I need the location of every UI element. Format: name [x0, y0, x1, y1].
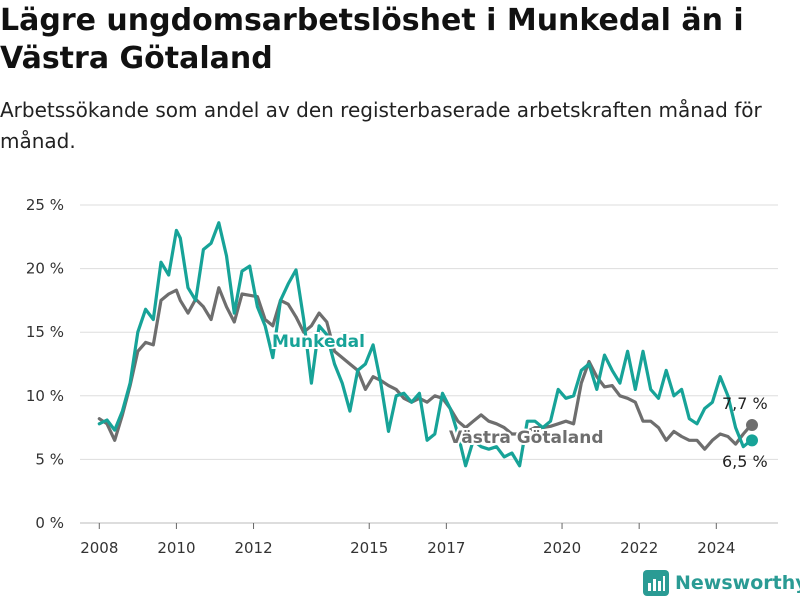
brand-logo: Newsworthy [643, 568, 800, 598]
chart-title: Lägre ungdomsarbetslöshet i Munkedal än … [0, 3, 744, 76]
series-line-munkedal [97, 221, 753, 468]
series-label-munkedal: Munkedal [272, 332, 365, 352]
x-tick-label: 2020 [543, 539, 581, 557]
y-tick-label: 20 % [26, 260, 64, 278]
x-tick-label: 2015 [350, 539, 388, 557]
y-tick-label: 10 % [26, 387, 64, 405]
y-tick-label: 15 % [26, 323, 64, 341]
end-point-munkedal [746, 434, 759, 447]
y-axis-ticks: 0 % 5 % 10 % 15 % 20 % 25 % [26, 196, 64, 532]
x-tick-label: 2012 [234, 539, 272, 557]
brand-name: Newsworthy [675, 572, 800, 594]
series-lines [97, 221, 759, 468]
x-tick-label: 2017 [427, 539, 465, 557]
series-labels: Munkedal Västra Götaland 7,7 % 6,5 % [270, 330, 768, 471]
x-tick-label: 2022 [620, 539, 658, 557]
end-point-vastra-gotaland [746, 419, 759, 432]
chart-subtitle: Arbetssökande som andel av den registerb… [0, 98, 762, 153]
end-value-vastra-gotaland: 7,7 % [722, 394, 768, 413]
series-label-vastra-gotaland: Västra Götaland [449, 428, 604, 448]
x-axis: 2008 2010 2012 2015 2017 2020 2022 2024 [80, 523, 735, 557]
bar-chart-logo-icon [643, 570, 669, 596]
y-tick-label: 0 % [35, 514, 64, 532]
x-tick-label: 2024 [697, 539, 735, 557]
series-line-vastra-gotaland [97, 286, 753, 451]
grid-lines [80, 204, 778, 524]
x-tick-label: 2008 [80, 539, 118, 557]
x-tick-label: 2010 [157, 539, 195, 557]
y-tick-label: 25 % [26, 196, 64, 214]
end-value-munkedal: 6,5 % [722, 452, 768, 471]
y-tick-label: 5 % [35, 450, 64, 468]
